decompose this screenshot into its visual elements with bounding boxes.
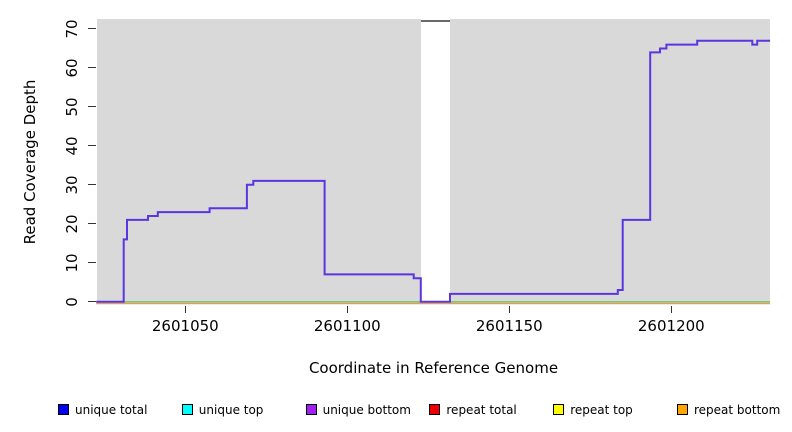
y-tick-mark — [88, 145, 96, 147]
y-tick-mark — [88, 67, 96, 69]
x-tick-label: 2601050 — [151, 317, 219, 335]
y-tick-mark — [88, 184, 96, 186]
masked-region — [420, 19, 450, 304]
legend-label: unique total — [75, 403, 148, 417]
y-tick-label: 30 — [63, 175, 81, 195]
x-tick-label: 2601150 — [475, 317, 543, 335]
x-axis-title: Coordinate in Reference Genome — [308, 359, 559, 377]
legend-label: unique bottom — [322, 403, 411, 417]
y-tick-label: 40 — [63, 136, 81, 156]
y-tick-mark — [88, 28, 96, 30]
legend-label: repeat top — [570, 403, 633, 417]
coverage-step-line — [96, 39, 771, 303]
x-tick-mark — [346, 306, 348, 313]
y-tick-label: 60 — [63, 58, 81, 78]
masked-region-cap — [420, 19, 450, 22]
y-tick-mark — [88, 106, 96, 108]
legend-label: repeat bottom — [694, 403, 781, 417]
y-tick-mark — [88, 262, 96, 264]
legend-label: unique top — [198, 403, 264, 417]
x-tick-label: 2601100 — [313, 317, 381, 335]
y-tick-label: 70 — [63, 19, 81, 39]
y-tick-mark — [88, 301, 96, 303]
legend-swatch-repeat-top — [553, 404, 565, 415]
x-tick-label: 2601200 — [637, 317, 705, 335]
legend-swatch-repeat-total — [429, 404, 441, 415]
legend-swatch-unique-top — [181, 404, 193, 415]
legend-label: repeat total — [446, 403, 517, 417]
x-tick-mark — [670, 306, 672, 313]
y-tick-mark — [88, 223, 96, 225]
legend-swatch-unique-total — [58, 404, 69, 415]
x-tick-mark — [508, 306, 510, 313]
legend-swatch-repeat-bottom — [677, 404, 688, 415]
legend-swatch-unique-bottom — [305, 404, 317, 415]
y-tick-label: 10 — [63, 253, 81, 273]
x-tick-mark — [184, 306, 186, 313]
y-axis-title: Read Coverage Depth — [21, 79, 39, 245]
y-tick-label: 0 — [63, 296, 81, 307]
y-tick-label: 50 — [63, 97, 81, 117]
y-tick-label: 20 — [63, 214, 81, 234]
